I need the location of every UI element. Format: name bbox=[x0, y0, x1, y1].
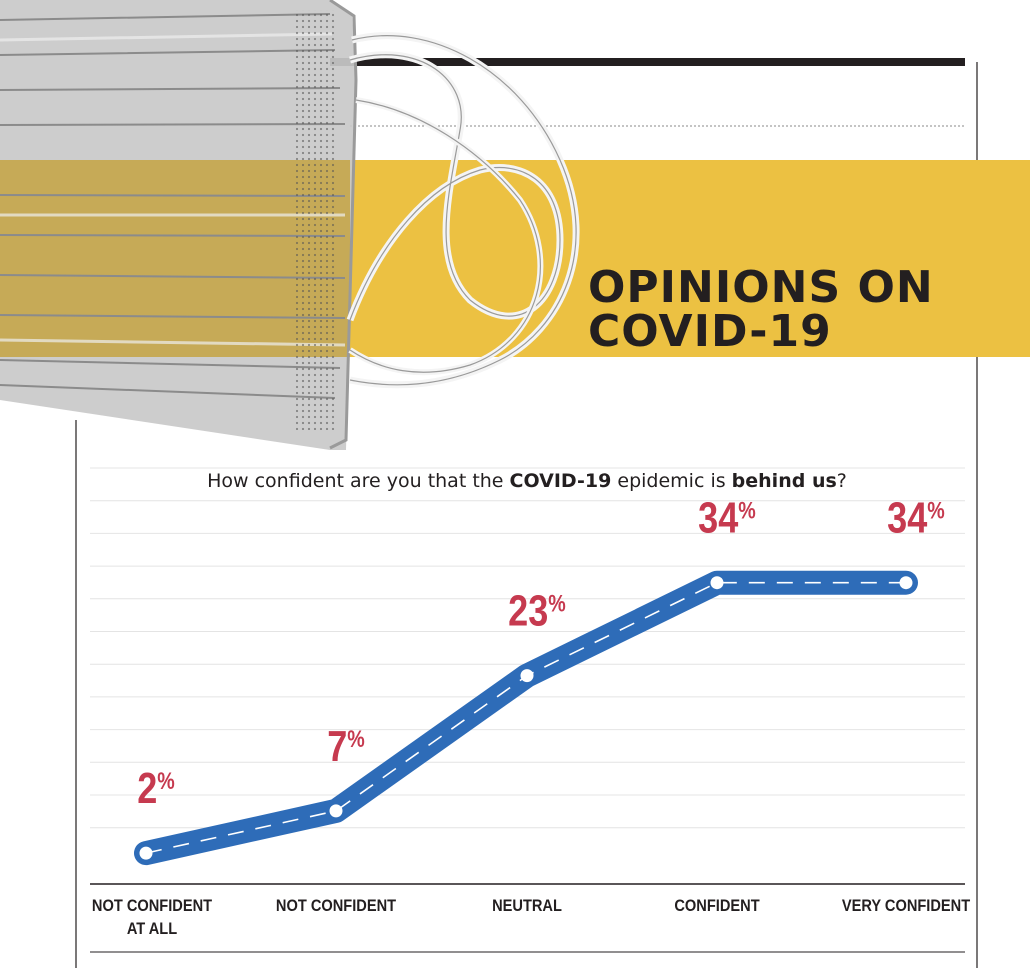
question-middle: epidemic is bbox=[611, 470, 732, 492]
question-bold-behind: behind us bbox=[731, 470, 837, 492]
data-point bbox=[710, 576, 724, 590]
value-label: 23% bbox=[508, 586, 566, 635]
chart-grid bbox=[90, 467, 965, 829]
value-label: 34% bbox=[887, 493, 945, 542]
category-label: NOT CONFIDENT bbox=[275, 896, 397, 915]
chart-value-labels: 2% 7% 23% 34% 34% bbox=[137, 493, 945, 813]
value-label: 7% bbox=[327, 722, 365, 771]
category-label: VERY CONFIDENT bbox=[841, 896, 971, 915]
value-label: 2% bbox=[137, 764, 175, 813]
data-point bbox=[899, 576, 913, 590]
value-label: 34% bbox=[698, 493, 756, 542]
top-bar bbox=[330, 58, 965, 66]
chart-series bbox=[134, 570, 918, 866]
question-prefix: How confident are you that the bbox=[207, 470, 510, 492]
face-mask-icon bbox=[0, 0, 580, 450]
data-point bbox=[139, 846, 153, 860]
page-title-line2: COVID-19 bbox=[588, 306, 832, 357]
page-title-line1: OPINIONS ON bbox=[588, 262, 934, 313]
category-label: NEUTRAL bbox=[492, 896, 562, 915]
data-point bbox=[329, 804, 343, 818]
chart-question: How confident are you that the COVID-19 … bbox=[90, 470, 964, 492]
data-point bbox=[520, 669, 534, 683]
question-bold-covid: COVID-19 bbox=[509, 470, 612, 492]
category-label: NOT CONFIDENT AT ALL bbox=[91, 896, 213, 938]
category-label: CONFIDENT bbox=[674, 896, 760, 915]
question-suffix: ? bbox=[836, 470, 847, 492]
